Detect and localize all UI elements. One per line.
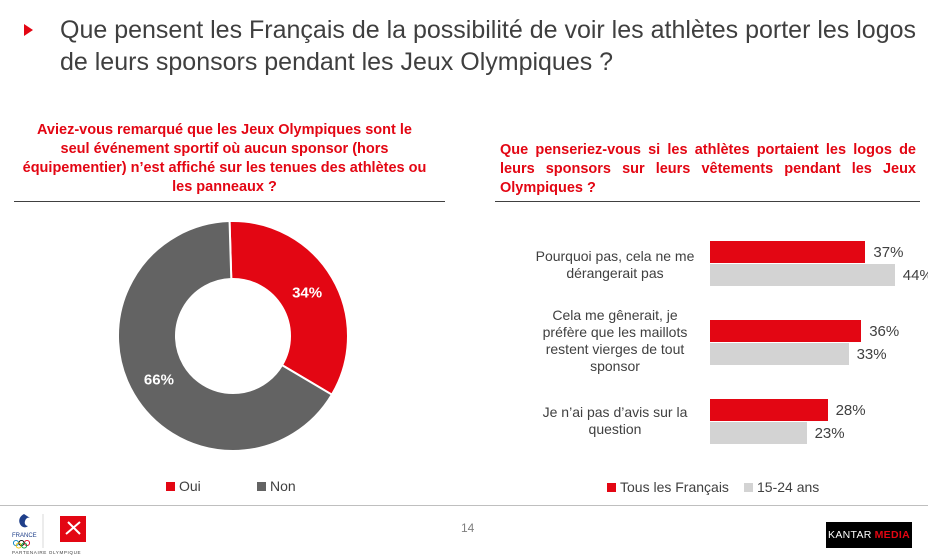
- bar-value-3-series-1: 28%: [835, 402, 866, 419]
- legend-oui: Oui: [166, 478, 201, 494]
- rooster-icon: [19, 514, 30, 528]
- donut-slice-non: [117, 220, 334, 452]
- right-divider: [495, 201, 920, 202]
- page-number: 14: [461, 521, 475, 535]
- bar-value-2-series-2: 33%: [856, 346, 887, 363]
- left-divider: [14, 201, 445, 202]
- legend-swatch-oui: [166, 481, 175, 491]
- page-title: Que pensent les Français de la possibili…: [60, 16, 917, 76]
- olympic-rings-icon: [12, 539, 31, 549]
- legend-label-oui: Oui: [179, 478, 201, 494]
- legend-label-series-2: 15-24 ans: [757, 479, 820, 495]
- category-label-line: Cela me gênerait, je: [552, 307, 678, 323]
- donut-label-oui: 34%: [292, 284, 322, 301]
- donut-slice-oui: [228, 220, 349, 397]
- category-label-line: question: [588, 421, 642, 437]
- bar-value-3-series-2: 23%: [814, 425, 845, 442]
- legend-swatch-series-1: [607, 482, 616, 492]
- category-label-line: préfère que les maillots: [542, 324, 688, 340]
- legend-swatch-series-2: [744, 482, 753, 492]
- donut-label-non: 66%: [144, 372, 174, 389]
- category-label-line: Je n’ai pas d’avis sur la: [542, 404, 688, 420]
- media-label: MEDIA: [874, 529, 910, 541]
- legend-label-series-1: Tous les Français: [620, 479, 729, 495]
- left-question: Aviez-vous remarqué que les Jeux Olympiq…: [22, 122, 427, 195]
- bar-value-1-series-2: 44%: [902, 267, 928, 284]
- category-label-3: Je n’ai pas d’avis sur la question: [525, 404, 705, 438]
- category-label-1: Pourquoi pas, cela ne me dérangerait pas: [525, 248, 705, 282]
- bar-2-series-1: [710, 320, 862, 342]
- category-label-line: Pourquoi pas, cela ne me: [535, 248, 695, 264]
- legend-series-2: 15-24 ans: [744, 479, 819, 495]
- footer-divider: [0, 505, 928, 506]
- france-olympic-logo: FRANCE PARTENAIRE OLYMPIQUE: [12, 514, 86, 555]
- title-bullet: [24, 24, 33, 36]
- legend-swatch-non: [257, 481, 266, 491]
- kantar-media-logo: KANTAR MEDIA: [826, 522, 912, 548]
- category-label-2: Cela me gênerait, je préfère que les mail…: [525, 307, 705, 375]
- bar-3-series-2: [710, 422, 807, 444]
- france-label: FRANCE: [12, 533, 37, 539]
- partner-label: PARTENAIRE OLYMPIQUE: [12, 550, 81, 555]
- bar-value-2-series-1: 36%: [869, 323, 900, 340]
- bar-2-series-2: [710, 343, 849, 365]
- right-question: Que penseriez-vous si les athlètes porta…: [500, 142, 916, 196]
- bar-3-series-1: [710, 399, 828, 421]
- bar-1-series-1: [710, 241, 866, 263]
- bar-value-1-series-1: 37%: [873, 244, 904, 261]
- legend-non: Non: [257, 478, 296, 494]
- category-label-line: dérangerait pas: [566, 265, 664, 281]
- legend-label-non: Non: [270, 478, 296, 494]
- kantar-label: KANTAR: [828, 529, 872, 541]
- bar-1-series-2: [710, 264, 895, 286]
- category-label-line: sponsor: [590, 358, 640, 374]
- category-label-line: restent vierges de tout: [545, 341, 685, 357]
- legend-series-1: Tous les Français: [607, 479, 729, 495]
